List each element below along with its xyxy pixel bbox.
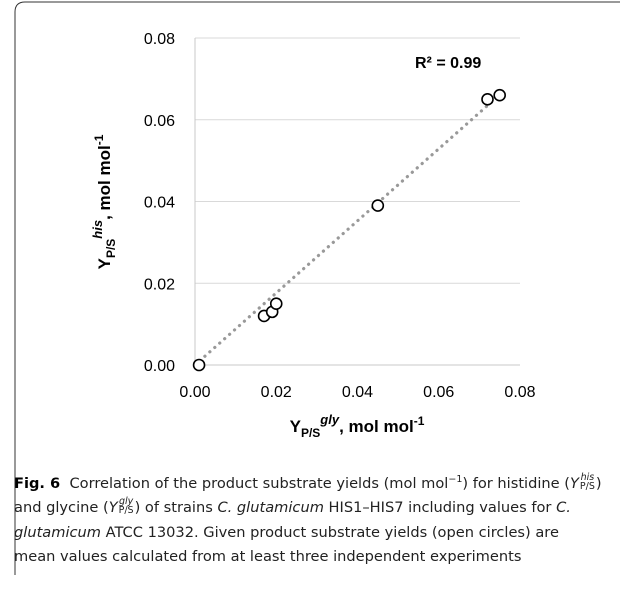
data-point bbox=[371, 199, 385, 212]
trendline-path bbox=[193, 89, 506, 367]
data-point bbox=[493, 88, 506, 102]
trendline bbox=[193, 89, 506, 367]
tick-labels: 0.00 0.02 0.04 0.06 0.08 0.00 0.02 0.04 0.06 0.08 bbox=[144, 31, 536, 401]
y-tick-label: 0.02 bbox=[144, 276, 175, 293]
data-point bbox=[192, 358, 206, 372]
yield-his-symbol: his P/S bbox=[579, 471, 595, 492]
y-axis-label: YP/Shis, mol mol-1 bbox=[90, 134, 118, 269]
x-tick-label: 0.06 bbox=[423, 384, 454, 401]
y-tick-label: 0.06 bbox=[144, 113, 175, 130]
data-point bbox=[269, 297, 283, 310]
x-tick-label: 0.04 bbox=[342, 384, 373, 401]
axes bbox=[194, 38, 520, 366]
gridlines bbox=[195, 37, 520, 284]
x-tick-label: 0.02 bbox=[261, 384, 292, 401]
data-points bbox=[192, 88, 506, 372]
y-tick-label: 0.08 bbox=[144, 31, 175, 48]
x-axis-label: YP/Sgly, mol mol-1 bbox=[290, 412, 425, 440]
figure-label: Fig. 6 bbox=[14, 474, 61, 492]
r-squared-annotation: R² = 0.99 bbox=[415, 55, 481, 72]
scatter-chart: 0.00 0.02 0.04 0.06 0.08 0.00 0.02 0.04 0.06 0.08… bbox=[90, 31, 536, 440]
yield-gly-symbol: gly P/S bbox=[118, 496, 134, 517]
x-tick-label: 0.08 bbox=[504, 384, 535, 401]
y-tick-label: 0.04 bbox=[144, 195, 175, 212]
data-point bbox=[481, 93, 494, 106]
y-tick-label: 0.00 bbox=[144, 358, 175, 375]
x-tick-label: 0.00 bbox=[179, 384, 210, 401]
figure-caption: Fig. 6 Correlation of the product substr… bbox=[14, 471, 602, 566]
